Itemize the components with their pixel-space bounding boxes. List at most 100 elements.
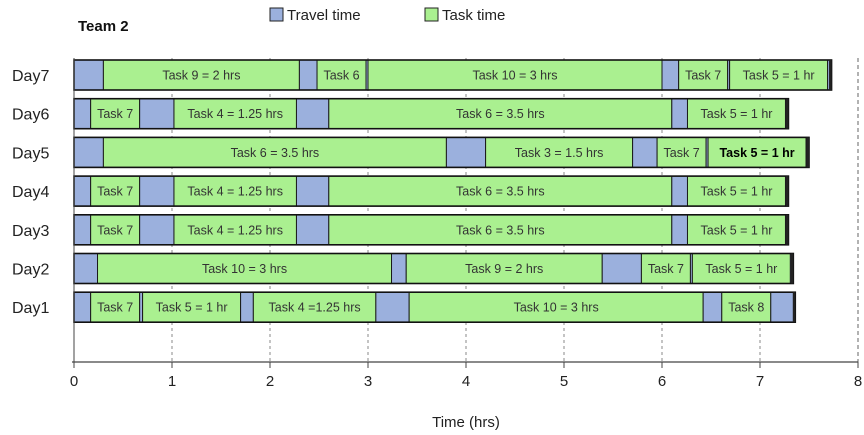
x-tick-label: 3 [364, 373, 372, 390]
legend-item: Task time [424, 7, 505, 24]
bar-row-day4: Task 7 Task 4 = 1.25 hrs Task 6 = 3.5 hrs T… [73, 175, 790, 207]
x-tick-label: 7 [756, 373, 764, 390]
legend-label: Task time [442, 7, 505, 24]
x-tick-label: 8 [854, 373, 862, 390]
bar-end-cap [792, 292, 796, 323]
data-label: Task 10 = 3 hrs [202, 262, 287, 276]
data-label: Task 10 = 3 hrs [472, 69, 557, 83]
bar-end-cap [785, 176, 789, 207]
x-tick-label: 4 [462, 373, 470, 390]
travel-segment [240, 291, 254, 323]
data-label: Task 7 [685, 69, 721, 83]
travel-segment [73, 291, 92, 323]
data-label: Task 5 = 1 hr [705, 262, 777, 276]
bar-row-day1: Task 7 Task 5 = 1 hr Task 4 =1.25 hrs Task … [73, 291, 797, 324]
legend-swatch [269, 7, 284, 22]
x-tick-label: 2 [266, 373, 274, 390]
task-segment [90, 175, 141, 207]
data-label: Task 5 = 1 hr [701, 107, 773, 121]
travel-segment [73, 59, 104, 91]
data-label: Task 8 [728, 301, 764, 315]
task-segment [316, 59, 367, 91]
data-label: Task 7 [664, 146, 700, 160]
data-label: Task 9 = 2 hrs [162, 69, 240, 83]
data-label: Task 7 [648, 262, 684, 276]
task-segment [686, 214, 786, 246]
task-segment [142, 291, 242, 323]
y-category-label: Day3 [12, 223, 49, 240]
travel-segment [671, 98, 688, 130]
travel-segment [295, 214, 330, 246]
task-segment [90, 98, 141, 130]
chart-title: Team 2 [78, 18, 129, 35]
task-segment [173, 175, 297, 207]
travel-segment [702, 291, 723, 323]
bar-end-cap [785, 214, 789, 245]
data-label: Task 4 =1.25 hrs [269, 301, 361, 315]
legend-label: Travel time [287, 7, 361, 24]
data-label: Task 9 = 2 hrs [465, 262, 543, 276]
legend-item: Travel time [269, 7, 361, 24]
bar-row-day2: Task 10 = 3 hrs Task 9 = 2 hrs Task 7 Task … [73, 252, 795, 285]
task-segment [173, 98, 297, 130]
data-label: Task 5 = 1 hr [719, 146, 794, 160]
data-label: Task 10 = 3 hrs [514, 301, 599, 315]
task-segment [328, 175, 673, 207]
bar-end-cap [785, 98, 789, 129]
y-category-label: Day7 [12, 68, 49, 85]
travel-segment [295, 98, 330, 130]
task-segment [90, 291, 141, 323]
y-category-label: Day6 [12, 107, 49, 124]
data-label: Task 6 = 3.5 hrs [456, 185, 545, 199]
travel-segment [139, 175, 175, 207]
travel-segment [139, 98, 175, 130]
travel-segment [391, 253, 407, 284]
travel-segment [671, 175, 688, 207]
task-segment [408, 291, 704, 323]
bar-end-cap [790, 253, 794, 284]
data-label: Task 4 = 1.25 hrs [187, 107, 283, 121]
data-label: Task 5 = 1 hr [743, 69, 815, 83]
bar-row-day3: Task 7 Task 4 = 1.25 hrs Task 6 = 3.5 hrs T… [73, 214, 790, 246]
y-category-label: Day1 [12, 300, 49, 317]
task-segment [328, 98, 673, 130]
data-label: Task 4 = 1.25 hrs [187, 223, 283, 237]
task-segment [729, 59, 829, 91]
travel-segment [73, 214, 92, 246]
travel-segment [295, 175, 330, 207]
travel-segment [73, 253, 99, 284]
y-category-label: Day4 [12, 184, 49, 201]
travel-segment [298, 59, 318, 91]
travel-segment [770, 291, 796, 323]
travel-segment [445, 136, 487, 168]
y-axis-categories: Day7 Day6 Day5 Day4 Day3 Day2 Day1 [12, 68, 49, 317]
bars: Task 9 = 2 hrs Task 6 Task 10 = 3 hrs Task … [73, 59, 833, 324]
data-label: Task 6 = 3.5 hrs [231, 146, 320, 160]
task-segment [405, 253, 603, 284]
travel-segment [73, 98, 92, 130]
data-label: Task 7 [97, 107, 133, 121]
travel-segment [139, 214, 175, 246]
x-tick-label: 0 [70, 373, 78, 390]
x-tick-label: 6 [658, 373, 666, 390]
travel-segment [73, 175, 92, 207]
bar-end-cap [829, 60, 832, 90]
data-label: Task 5 = 1 hr [701, 185, 773, 199]
travel-segment [73, 136, 104, 168]
x-axis-title: Time (hrs) [432, 414, 500, 431]
data-label: Task 5 = 1 hr [701, 223, 773, 237]
data-label: Task 3 = 1.5 hrs [515, 146, 604, 160]
data-label: Task 7 [97, 301, 133, 315]
data-label: Task 5 = 1 hr [156, 301, 228, 315]
bar-row-day5: Task 6 = 3.5 hrs Task 3 = 1.5 hrs Task 7 Ta… [73, 136, 810, 169]
data-label: Task 7 [97, 185, 133, 199]
bar-row-day6: Task 7 Task 4 = 1.25 hrs Task 6 = 3.5 hrs T… [73, 97, 790, 130]
data-label: Task 6 = 3.5 hrs [456, 107, 545, 121]
travel-segment [601, 253, 642, 284]
travel-segment [632, 136, 658, 168]
x-tick-label: 1 [168, 373, 176, 390]
data-label: Task 7 [97, 223, 133, 237]
legend: Travel time Task time [269, 7, 505, 24]
data-label: Task 6 = 3.5 hrs [456, 223, 545, 237]
